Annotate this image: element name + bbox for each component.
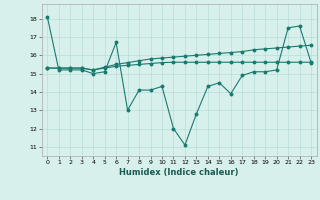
X-axis label: Humidex (Indice chaleur): Humidex (Indice chaleur) [119, 168, 239, 177]
